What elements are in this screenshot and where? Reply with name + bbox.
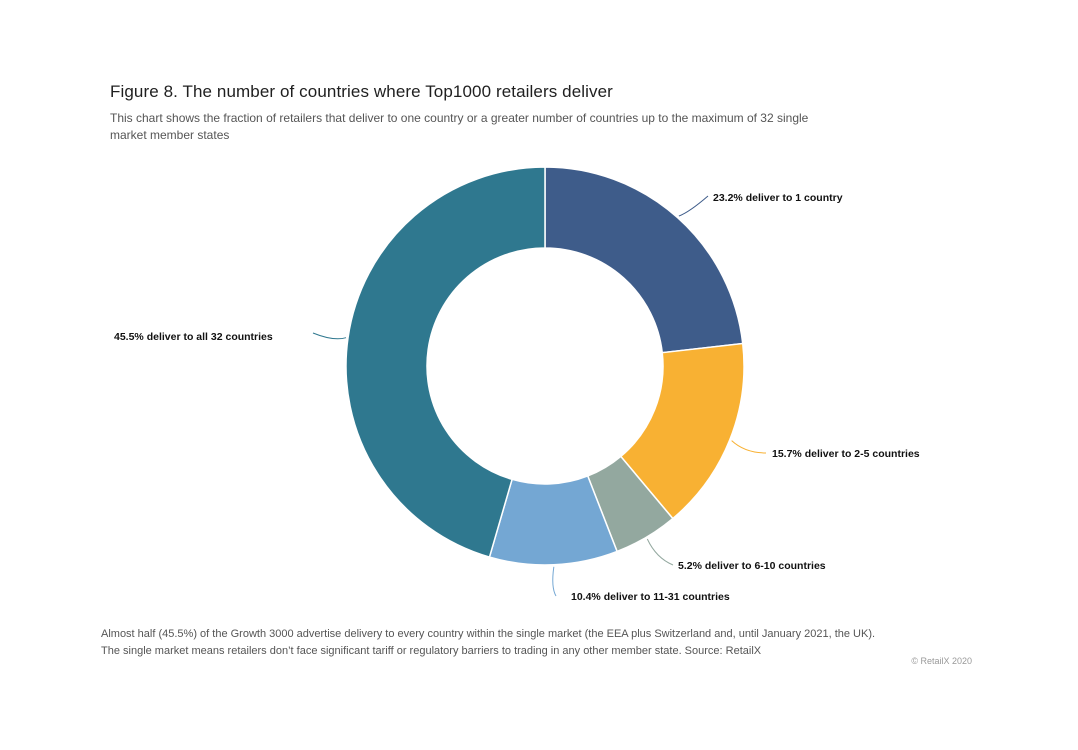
slice-label-4: 10.4% deliver to 11-31 countries: [571, 591, 730, 603]
caption-line-2: The single market means retailers don’t …: [101, 645, 762, 657]
leader-line-4: [552, 566, 557, 597]
chart-caption: Almost half (45.5%) of the Growth 3000 a…: [101, 626, 921, 660]
leader-line-2: [731, 440, 767, 454]
donut-slice-1: [544, 166, 744, 354]
leader-line-1: [678, 195, 709, 217]
slice-label-3: 5.2% deliver to 6-10 countries: [678, 560, 826, 572]
slice-label-1: 23.2% deliver to 1 country: [713, 192, 843, 204]
copyright-notice: © RetailX 2020: [911, 656, 972, 666]
donut-slice-5: [345, 166, 546, 559]
slice-label-5: 45.5% deliver to all 32 countries: [114, 331, 273, 343]
leader-line-3: [646, 538, 674, 566]
slice-label-2: 15.7% deliver to 2-5 countries: [772, 448, 920, 460]
leader-line-5: [312, 332, 347, 340]
caption-line-1: Almost half (45.5%) of the Growth 3000 a…: [101, 628, 876, 640]
chart-title: Figure 8. The number of countries where …: [110, 82, 613, 101]
chart-subtitle: This chart shows the fraction of retaile…: [110, 111, 809, 142]
